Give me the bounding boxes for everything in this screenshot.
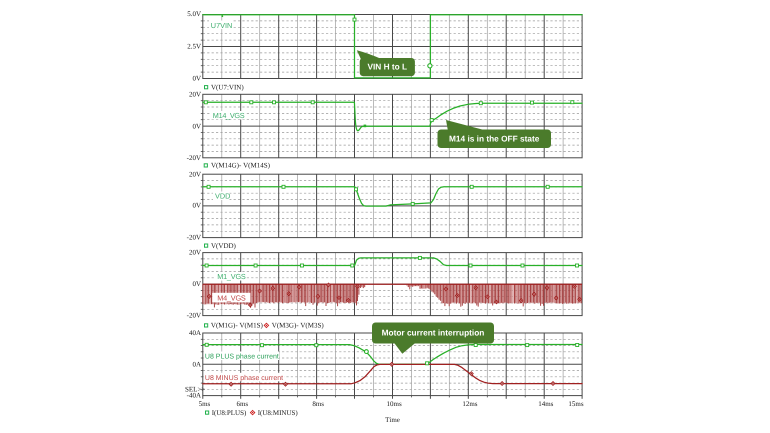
svg-text:0V: 0V	[192, 122, 201, 130]
svg-text:12ms: 12ms	[462, 400, 477, 408]
svg-text:-20V: -20V	[187, 154, 201, 162]
svg-text:VDD: VDD	[215, 192, 230, 201]
svg-text:-20V: -20V	[187, 312, 201, 320]
svg-text:0V: 0V	[192, 202, 201, 210]
svg-text:V(M1G)- V(M1S): V(M1G)- V(M1S)	[211, 322, 264, 330]
svg-text:U7VIN: U7VIN	[211, 21, 233, 30]
svg-text:V(M3G)- V(M3S): V(M3G)- V(M3S)	[272, 322, 325, 330]
svg-text:5ms: 5ms	[199, 400, 211, 408]
svg-text:10ms: 10ms	[387, 400, 402, 408]
svg-text:5.0V: 5.0V	[187, 10, 201, 18]
svg-text:6ms: 6ms	[236, 400, 248, 408]
svg-text:I(U8:MINUS): I(U8:MINUS)	[258, 409, 299, 417]
svg-text:20V: 20V	[189, 90, 201, 98]
svg-text:0A: 0A	[192, 360, 201, 368]
svg-text:SEL>>: SEL>>	[185, 386, 205, 394]
svg-text:14ms: 14ms	[538, 400, 553, 408]
svg-text:2.5V: 2.5V	[187, 42, 201, 50]
svg-text:M14_VGS: M14_VGS	[213, 111, 245, 120]
svg-text:U8 PLUS phase current: U8 PLUS phase current	[205, 353, 279, 361]
svg-text:I(U8:PLUS): I(U8:PLUS)	[212, 409, 247, 417]
svg-text:Time: Time	[385, 416, 400, 424]
svg-text:M1_VGS: M1_VGS	[217, 272, 246, 281]
svg-text:M14 is in the OFF state: M14 is in the OFF state	[449, 133, 540, 143]
svg-text:U8 MINUS phase current: U8 MINUS phase current	[205, 374, 283, 382]
svg-text:V(M14G)- V(M14S): V(M14G)- V(M14S)	[211, 162, 271, 170]
svg-text:VIN H to L: VIN H to L	[367, 62, 407, 72]
svg-text:40A: 40A	[189, 329, 201, 337]
svg-text:0V: 0V	[192, 74, 201, 82]
svg-text:V(VDD): V(VDD)	[211, 242, 237, 250]
svg-text:20V: 20V	[189, 170, 201, 178]
svg-text:20V: 20V	[189, 249, 201, 257]
svg-text:Motor current interruption: Motor current interruption	[382, 328, 485, 338]
svg-text:8ms: 8ms	[312, 400, 324, 408]
svg-text:V(U7:VIN): V(U7:VIN)	[211, 83, 244, 91]
svg-text:-40A: -40A	[187, 392, 201, 400]
svg-text:15ms: 15ms	[568, 400, 583, 408]
svg-text:M4_VGS: M4_VGS	[217, 293, 246, 302]
svg-text:0V: 0V	[192, 280, 201, 288]
svg-text:-20V: -20V	[187, 234, 201, 242]
